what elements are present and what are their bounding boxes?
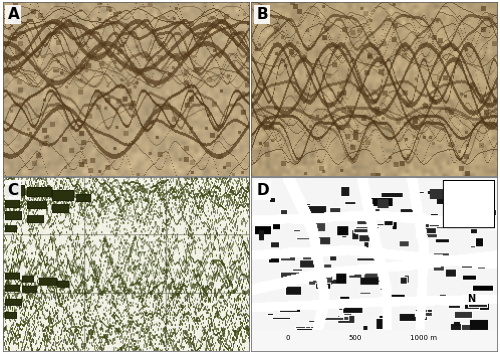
- Text: C: C: [8, 183, 18, 198]
- Text: 1000 m: 1000 m: [410, 335, 437, 341]
- Text: N: N: [468, 294, 475, 304]
- Text: D: D: [256, 183, 269, 198]
- Text: 500: 500: [348, 335, 362, 341]
- Text: 0: 0: [286, 335, 290, 341]
- Text: B: B: [256, 7, 268, 22]
- Text: A: A: [8, 7, 19, 22]
